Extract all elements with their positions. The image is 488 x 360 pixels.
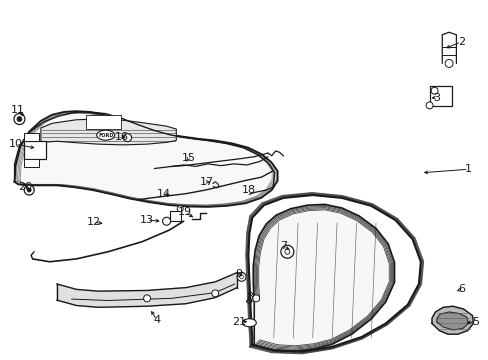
Text: 21: 21 [232,317,246,327]
Circle shape [425,102,432,109]
Circle shape [430,87,437,94]
Bar [24,141,46,159]
Text: 4: 4 [153,315,160,325]
Circle shape [24,185,34,195]
Bar [86,115,121,129]
Text: 5: 5 [471,317,478,327]
Circle shape [27,188,31,192]
Text: 18: 18 [241,185,255,195]
Bar [24,159,39,167]
Text: 8: 8 [245,292,252,302]
Circle shape [444,59,452,67]
Text: 7: 7 [279,241,286,251]
Ellipse shape [97,130,114,140]
Circle shape [123,134,131,142]
Circle shape [285,249,289,254]
Polygon shape [436,312,468,330]
Circle shape [177,206,183,212]
Text: 2: 2 [457,37,464,47]
Circle shape [14,113,25,125]
Polygon shape [431,306,472,334]
Polygon shape [15,111,277,207]
Text: 11: 11 [11,105,25,115]
Text: 13: 13 [140,215,154,225]
Circle shape [239,275,243,279]
Circle shape [252,295,259,302]
Text: 19: 19 [178,207,192,217]
Polygon shape [41,119,176,145]
Text: 15: 15 [181,153,195,163]
Circle shape [211,290,218,297]
Polygon shape [57,273,237,307]
Text: 14: 14 [157,189,171,199]
Bar [170,211,181,221]
Circle shape [143,295,150,302]
Circle shape [237,273,245,281]
Text: 6: 6 [457,284,464,294]
Text: 12: 12 [86,217,101,227]
Circle shape [17,117,22,122]
Circle shape [280,245,293,258]
Circle shape [162,217,170,225]
Text: 16: 16 [115,132,128,142]
Text: 10: 10 [8,139,22,149]
Text: FORD: FORD [98,133,113,138]
Bar [24,134,39,141]
Ellipse shape [242,319,256,327]
Text: 20: 20 [18,182,32,192]
Text: 9: 9 [235,269,242,279]
Polygon shape [253,204,394,351]
Bar [429,86,450,106]
Text: 1: 1 [464,164,471,174]
Text: 17: 17 [199,177,213,187]
Text: 3: 3 [432,93,440,103]
